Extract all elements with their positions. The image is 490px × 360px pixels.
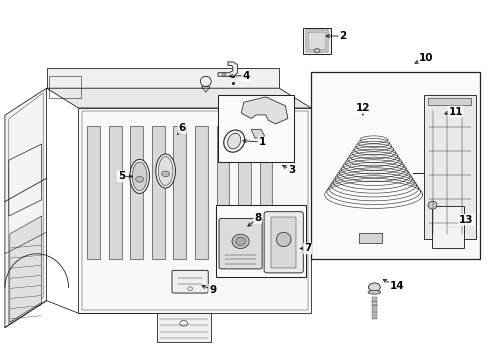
Ellipse shape (232, 234, 249, 248)
Polygon shape (372, 311, 377, 313)
Polygon shape (157, 313, 211, 342)
Circle shape (222, 73, 226, 76)
Text: 13: 13 (459, 215, 474, 225)
FancyBboxPatch shape (218, 95, 294, 162)
FancyBboxPatch shape (172, 270, 208, 293)
FancyBboxPatch shape (219, 219, 262, 269)
Polygon shape (238, 126, 251, 259)
Text: 1: 1 (259, 137, 266, 147)
Polygon shape (251, 129, 265, 138)
Text: 7: 7 (304, 243, 312, 253)
FancyBboxPatch shape (308, 32, 326, 50)
Polygon shape (5, 88, 47, 328)
FancyBboxPatch shape (359, 233, 382, 243)
Ellipse shape (156, 154, 175, 188)
Text: 14: 14 (390, 281, 404, 291)
Text: 11: 11 (448, 107, 463, 117)
Polygon shape (372, 297, 377, 299)
Polygon shape (372, 317, 377, 319)
Ellipse shape (130, 159, 149, 194)
Text: 6: 6 (179, 123, 186, 133)
Polygon shape (218, 62, 238, 76)
Ellipse shape (158, 157, 173, 185)
Text: 2: 2 (340, 31, 346, 41)
Text: 3: 3 (288, 165, 295, 175)
Polygon shape (173, 126, 186, 259)
Circle shape (368, 283, 380, 292)
Polygon shape (372, 300, 377, 302)
FancyBboxPatch shape (311, 72, 480, 259)
Circle shape (136, 176, 144, 182)
Polygon shape (109, 126, 122, 259)
FancyBboxPatch shape (428, 98, 471, 105)
Polygon shape (130, 126, 143, 259)
Polygon shape (195, 126, 208, 259)
Ellipse shape (236, 237, 245, 246)
Polygon shape (47, 68, 279, 88)
Text: 12: 12 (355, 103, 370, 113)
Text: 4: 4 (242, 71, 250, 81)
Polygon shape (152, 126, 165, 259)
Polygon shape (217, 126, 229, 259)
Circle shape (162, 171, 170, 177)
Polygon shape (87, 126, 100, 259)
FancyBboxPatch shape (303, 28, 331, 54)
Ellipse shape (224, 130, 245, 152)
FancyBboxPatch shape (216, 205, 306, 277)
Text: 5: 5 (118, 171, 125, 181)
Polygon shape (260, 126, 272, 259)
Polygon shape (372, 305, 377, 307)
Text: 9: 9 (209, 285, 216, 295)
Ellipse shape (132, 162, 147, 191)
Ellipse shape (228, 133, 241, 149)
Polygon shape (241, 97, 288, 124)
Polygon shape (47, 88, 311, 108)
FancyBboxPatch shape (264, 212, 303, 273)
FancyBboxPatch shape (424, 95, 476, 239)
Text: 10: 10 (419, 53, 434, 63)
Text: 8: 8 (254, 213, 261, 223)
FancyBboxPatch shape (432, 206, 464, 248)
Polygon shape (372, 314, 377, 316)
FancyBboxPatch shape (271, 217, 296, 268)
Polygon shape (10, 216, 42, 322)
Ellipse shape (368, 291, 381, 294)
Ellipse shape (428, 201, 437, 209)
Ellipse shape (276, 232, 291, 247)
Polygon shape (372, 302, 377, 305)
Polygon shape (78, 108, 311, 313)
Polygon shape (372, 308, 377, 310)
